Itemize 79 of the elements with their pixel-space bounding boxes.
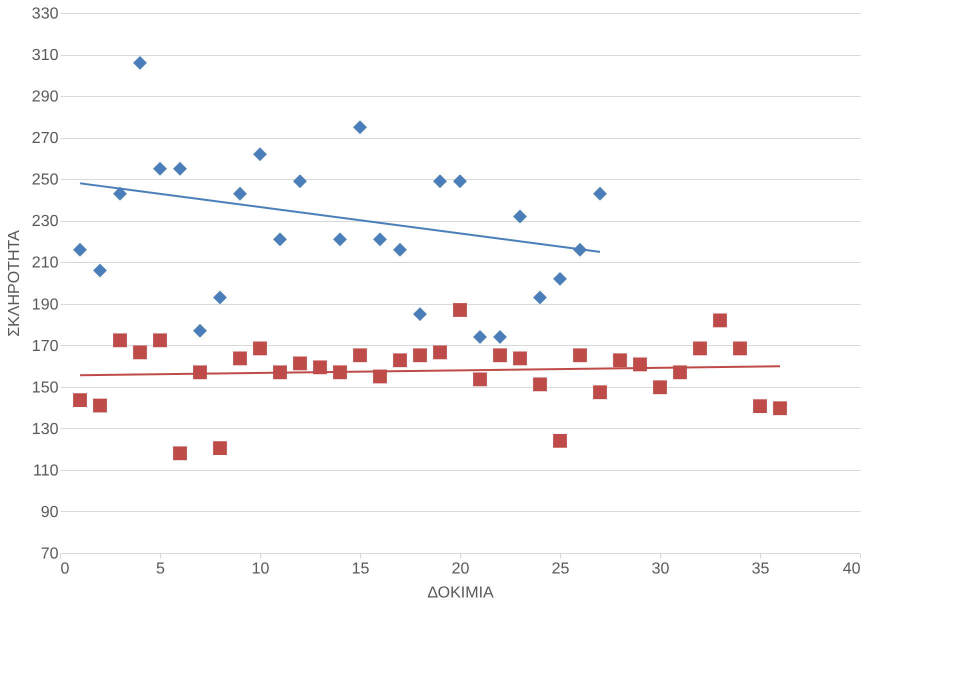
point: [193, 324, 207, 338]
x-tick-label: 20: [452, 560, 470, 578]
y-tick-label: 330: [32, 6, 59, 22]
point: [513, 210, 527, 224]
x-tick-label: 0: [60, 560, 70, 578]
y-tick-label: 90: [40, 504, 59, 521]
point: [333, 232, 347, 246]
point: [613, 353, 627, 368]
point: [533, 377, 547, 392]
point: [593, 186, 607, 201]
y-tick-label: 270: [32, 130, 59, 148]
point: [113, 333, 127, 348]
x-axis-title: ΔΟΚΙΜΙΑ: [427, 584, 494, 602]
point: [93, 398, 107, 412]
point: [213, 290, 227, 304]
y-tick-label: 210: [32, 254, 59, 272]
point: [473, 330, 487, 344]
point: [213, 441, 227, 456]
x-tick-label: 5: [156, 560, 166, 578]
point: [233, 352, 247, 366]
y-tick-label: 170: [32, 338, 59, 355]
point: [493, 330, 507, 344]
point: [293, 174, 307, 188]
point: [573, 348, 587, 362]
point: [693, 342, 707, 356]
point: [553, 272, 567, 286]
point: [593, 385, 607, 400]
point: [233, 186, 247, 201]
point: [413, 307, 427, 322]
point: [393, 353, 407, 368]
point: [433, 345, 447, 360]
point: [773, 401, 787, 416]
point: [73, 242, 87, 257]
point: [393, 242, 407, 257]
y-tick-label: 290: [32, 88, 59, 106]
point: [733, 342, 747, 356]
point: [413, 348, 427, 362]
point: [353, 120, 367, 134]
y-tick-label: 110: [32, 462, 59, 480]
point: [493, 348, 507, 362]
point: [93, 264, 107, 278]
x-tick-label: 35: [752, 560, 770, 578]
point: [253, 147, 267, 162]
point: [173, 446, 187, 460]
point: [153, 162, 167, 176]
point: [353, 348, 367, 362]
point: [713, 313, 727, 328]
x-tick-label: 15: [352, 560, 370, 578]
point: [73, 393, 87, 408]
point: [533, 290, 547, 304]
point: [473, 372, 487, 386]
x-tick-label: 30: [652, 560, 670, 578]
point: [293, 356, 307, 370]
x-tick-label: 40: [842, 560, 861, 578]
y-tick-label: 250: [32, 172, 59, 189]
point: [133, 56, 147, 70]
point: [173, 162, 187, 176]
point: [433, 174, 447, 188]
point: [133, 345, 147, 360]
point: [253, 342, 267, 356]
point: [373, 232, 387, 246]
y-tick-label: 150: [32, 379, 59, 396]
x-tick-label: 25: [552, 560, 570, 578]
x-tick-label: 10: [252, 560, 270, 578]
point: [553, 434, 567, 448]
y-tick-label: 70: [40, 546, 59, 562]
point: [453, 174, 467, 188]
y-tick-label: 310: [32, 47, 59, 64]
point: [453, 303, 467, 317]
point: [153, 333, 167, 348]
point: [513, 352, 527, 366]
point: [653, 380, 667, 394]
y-axis-title: ΣΚΛΗΡΟΤΗΤΑ: [6, 230, 23, 337]
y-tick-label: 190: [32, 296, 59, 314]
point: [273, 232, 287, 246]
point: [753, 399, 767, 414]
point: [113, 186, 127, 201]
y-tick-label: 230: [32, 213, 59, 230]
y-tick-label: 130: [32, 420, 59, 438]
